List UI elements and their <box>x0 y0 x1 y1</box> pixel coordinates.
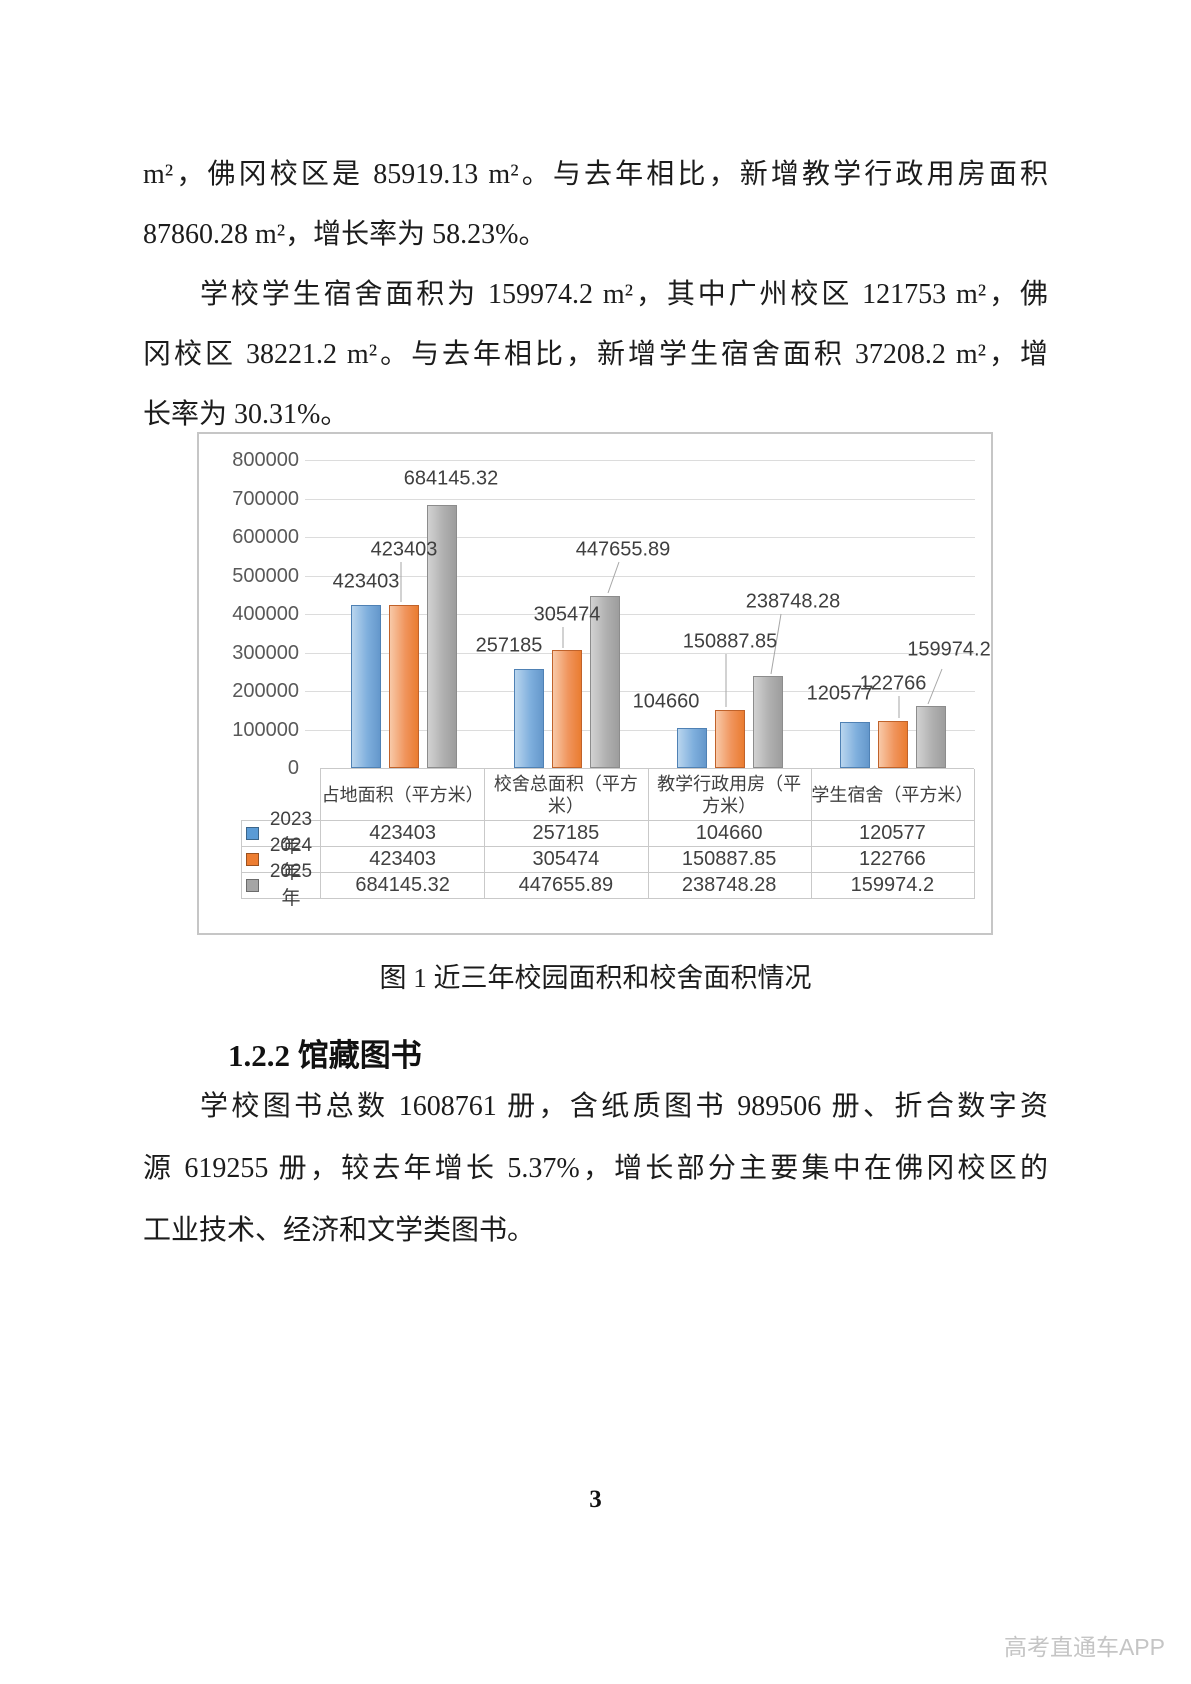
bar-data-label: 423403 <box>370 538 438 561</box>
gridline <box>305 729 975 731</box>
bar-data-label: 150887.85 <box>682 630 778 653</box>
y-axis-tick-label: 200000 <box>232 680 299 702</box>
legend-label: 2024年 <box>269 835 313 883</box>
chart-bar <box>878 720 909 768</box>
chart-bar <box>551 650 582 768</box>
paragraph-dormitory-area: 学校学生宿舍面积为 159974.2 m²，其中广州校区 121753 m²，佛… <box>143 265 1048 445</box>
table-header-text: 教学行政用房（平 方米） <box>657 773 802 816</box>
chart-bar <box>677 727 708 768</box>
bar-data-label: 684145.32 <box>403 467 499 490</box>
paragraph-line: 长率为 30.31%。 <box>143 399 349 430</box>
gridline <box>305 498 975 500</box>
chart-bar <box>388 604 419 768</box>
chart-bar <box>840 721 871 768</box>
table-value-cell: 257185 <box>484 821 649 847</box>
gridline <box>305 460 975 461</box>
chart-bar <box>715 709 746 768</box>
section-heading: 1.2.2 馆藏图书 <box>228 1038 422 1073</box>
legend-swatch <box>246 853 259 866</box>
y-axis-tick-label: 300000 <box>232 641 299 664</box>
y-axis-tick-label: 0 <box>287 757 299 779</box>
table-value-cell: 305474 <box>484 847 649 873</box>
table-value-cell: 238748.28 <box>647 873 812 899</box>
legend-cell: 2023年 <box>242 809 321 857</box>
legend-label: 2023年 <box>269 809 313 857</box>
table-header-cell: 校舍总面积（平方 米） <box>484 769 649 821</box>
table-header-cell: 学生宿舍（平方米） <box>810 769 975 821</box>
y-axis-tick-label: 100000 <box>232 718 299 741</box>
table-header-cell: 教学行政用房（平 方米） <box>647 769 812 821</box>
figure-caption: 图 1 近三年校园面积和校舍面积情况 <box>379 963 812 993</box>
table-header-text: 校舍总面积（平方 米） <box>493 773 638 816</box>
table-value-cell: 120577 <box>810 821 975 847</box>
paragraph-line: 学校学生宿舍面积为 159974.2 m²，其中广州校区 121753 m²，佛 <box>200 279 1048 310</box>
legend-cell: 2025年 <box>242 861 321 909</box>
chart-bar <box>350 604 381 768</box>
table-value-cell: 150887.85 <box>647 847 812 873</box>
chart-table-header-row: 占地面积（平方米） 校舍总面积（平方 米） 教学行政用房（平 方米） 学生宿舍（平方米） <box>320 768 975 821</box>
table-value-cell: 122766 <box>810 847 975 873</box>
bar-data-label: 423403 <box>332 570 400 593</box>
bar-data-label: 257185 <box>475 634 543 657</box>
y-axis-tick-label: 400000 <box>232 603 299 625</box>
chart-bar <box>753 676 784 768</box>
legend-swatch <box>246 879 259 892</box>
paragraph-library-books: 学校图书总数 1608761 册，含纸质图书 989506 册、折合数字资 源 … <box>143 1076 1048 1262</box>
bar-data-label: 159974.2 <box>907 638 991 661</box>
table-value-cell: 104660 <box>647 821 812 847</box>
bar-data-label: 447655.89 <box>575 538 671 561</box>
chart-bar <box>513 668 544 768</box>
y-axis-tick-label: 500000 <box>232 564 299 587</box>
table-value-cell: 447655.89 <box>484 873 649 899</box>
paragraph-line: 源 619255 册，较去年增长 5.37%，增长部分主要集中在佛冈校区的 <box>143 1153 1048 1184</box>
page-number: 3 <box>589 1486 602 1513</box>
gridline <box>305 652 975 654</box>
chart-bar <box>916 706 947 768</box>
table-value-cell: 159974.2 <box>810 873 975 899</box>
table-value-cell: 423403 <box>321 847 486 873</box>
paragraph-line: m²，佛冈校区是 85919.13 m²。与去年相比，新增教学行政用房面积 <box>143 159 1048 190</box>
legend-label: 2025年 <box>269 861 313 909</box>
paragraph-line: 工业技术、经济和文学类图书。 <box>143 1215 536 1246</box>
table-value-cell: 684145.32 <box>321 873 486 899</box>
bar-data-label: 238748.28 <box>745 590 841 613</box>
paragraph-line: 87860.28 m²，增长率为 58.23%。 <box>143 219 547 250</box>
bar-data-label: 122766 <box>859 672 927 695</box>
table-value-cell: 423403 <box>321 821 486 847</box>
gridline <box>305 614 975 615</box>
paragraph-line: 学校图书总数 1608761 册，含纸质图书 989506 册、折合数字资 <box>200 1091 1048 1122</box>
legend-swatch <box>246 827 259 840</box>
bar-data-label: 120577 <box>806 682 874 705</box>
gridline <box>305 537 975 538</box>
paragraph-building-area: m²，佛冈校区是 85919.13 m²。与去年相比，新增教学行政用房面积 87… <box>143 145 1048 265</box>
paragraph-line: 冈校区 38221.2 m²。与去年相比，新增学生宿舍面积 37208.2 m²… <box>143 339 1048 370</box>
y-axis-tick-label: 600000 <box>232 526 299 548</box>
watermark-text: 高考直通车APP <box>1003 1634 1165 1660</box>
gridline <box>305 691 975 692</box>
chart-table-body: 2023年 423403 257185 104660 120577 2024年 423403… <box>241 809 975 909</box>
gridline <box>305 575 975 577</box>
chart-bar <box>426 504 457 768</box>
bar-data-label: 305474 <box>533 603 601 626</box>
bar-chart-figure: 0 100000 200000 300000 400000 500000 600000 700… <box>197 432 993 935</box>
y-axis-tick-label: 800000 <box>232 449 299 471</box>
y-axis-tick-label: 700000 <box>232 487 299 510</box>
legend-cell: 2024年 <box>242 835 321 883</box>
chart-bar <box>589 595 620 768</box>
bar-data-label: 104660 <box>632 690 700 713</box>
table-header-cell: 占地面积（平方米） <box>321 769 486 821</box>
